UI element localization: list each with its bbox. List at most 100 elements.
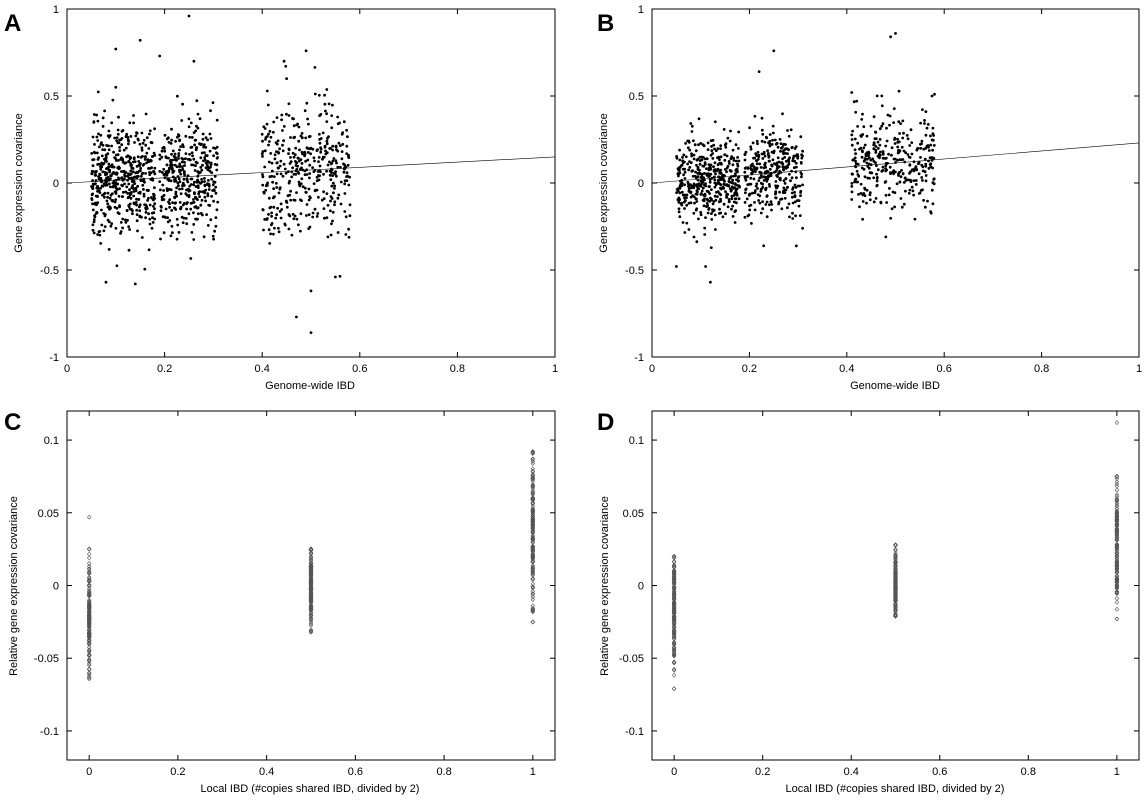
data-point — [881, 152, 885, 155]
data-point — [850, 198, 854, 201]
data-point — [308, 581, 314, 587]
data-point — [1114, 599, 1120, 605]
data-point — [707, 166, 711, 170]
data-point — [859, 135, 863, 138]
data-point — [764, 186, 768, 190]
data-point — [919, 189, 923, 192]
data-point — [724, 190, 727, 194]
data-point — [853, 178, 857, 182]
data-point — [763, 140, 767, 144]
data-point — [793, 190, 796, 194]
data-point — [129, 169, 133, 173]
data-point — [759, 187, 763, 191]
data-point — [132, 194, 136, 198]
data-point — [147, 188, 150, 192]
data-point — [135, 219, 139, 223]
data-point — [717, 178, 720, 182]
data-point — [703, 226, 707, 230]
data-point — [867, 154, 870, 157]
data-point — [329, 209, 332, 213]
data-point — [789, 128, 793, 132]
data-point — [775, 174, 779, 177]
data-point — [307, 213, 311, 217]
data-point — [796, 184, 800, 188]
data-point — [530, 591, 536, 597]
data-point — [678, 165, 682, 169]
data-point — [749, 167, 753, 170]
data-point — [194, 148, 198, 152]
data-point — [671, 616, 677, 622]
data-point — [884, 144, 888, 148]
data-point — [530, 486, 536, 492]
data-point — [308, 610, 314, 616]
data-point — [213, 229, 217, 233]
data-point — [784, 177, 788, 180]
data-point — [206, 192, 210, 196]
data-point — [682, 173, 685, 177]
data-point — [105, 160, 108, 163]
data-point — [137, 169, 141, 173]
data-point — [732, 194, 736, 197]
data-point — [273, 157, 277, 161]
data-point — [724, 145, 728, 149]
data-point — [177, 134, 181, 138]
data-point — [757, 70, 761, 73]
data-point — [1114, 595, 1120, 601]
data-point — [269, 232, 272, 236]
data-point — [326, 235, 330, 239]
data-point — [86, 561, 92, 566]
data-point — [716, 190, 720, 194]
data-point — [214, 224, 218, 228]
data-point — [700, 181, 704, 185]
data-point — [781, 145, 784, 149]
data-point — [193, 205, 197, 209]
data-point — [295, 217, 299, 221]
data-point — [260, 132, 264, 136]
data-point — [113, 200, 117, 204]
data-point — [198, 142, 201, 146]
data-point — [926, 123, 930, 126]
data-point — [195, 161, 199, 165]
data-point — [300, 166, 303, 170]
data-point — [111, 192, 114, 196]
data-point — [723, 153, 727, 157]
data-point — [737, 147, 740, 150]
data-point — [671, 666, 677, 672]
y-tick-label: -0.05 — [34, 653, 59, 665]
data-point — [748, 208, 752, 212]
data-point — [893, 552, 898, 558]
data-point — [181, 167, 185, 171]
data-point — [196, 217, 199, 221]
data-point — [103, 195, 106, 199]
data-point — [170, 209, 174, 212]
data-point — [295, 315, 298, 319]
data-point — [143, 158, 147, 161]
data-point — [712, 200, 716, 203]
data-point — [893, 550, 898, 556]
data-point — [86, 604, 92, 609]
data-point — [159, 188, 162, 192]
data-point — [1114, 536, 1120, 542]
data-point — [872, 147, 876, 151]
data-point — [299, 134, 303, 138]
data-point — [693, 201, 696, 205]
data-point — [95, 151, 99, 155]
data-point — [316, 148, 319, 152]
data-point — [1114, 547, 1120, 553]
data-point — [854, 152, 857, 156]
data-point — [530, 591, 536, 597]
data-point — [901, 136, 905, 140]
data-point — [150, 211, 154, 215]
data-point — [1114, 497, 1120, 503]
data-point — [183, 161, 187, 164]
data-point — [92, 121, 96, 124]
data-point — [857, 174, 861, 178]
y-tick-label: -0.1 — [40, 726, 59, 738]
data-point — [892, 107, 896, 110]
data-point — [169, 179, 173, 183]
x-tick-label: 1 — [530, 766, 536, 778]
data-point — [91, 202, 94, 206]
data-point — [783, 196, 787, 200]
data-point — [908, 144, 912, 147]
data-point — [1114, 566, 1120, 572]
